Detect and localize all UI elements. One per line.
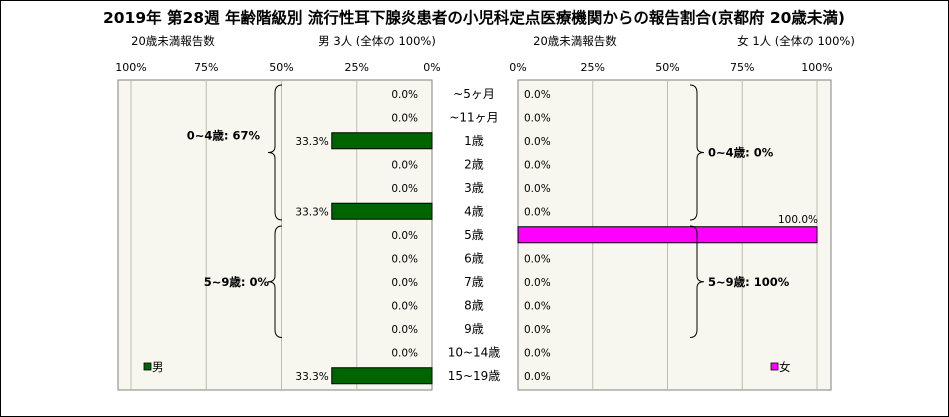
- right-header-count: 20歳未満報告数: [533, 34, 617, 48]
- age-category-label: ~5ヶ月: [453, 87, 495, 101]
- age-category-label: 15~19歳: [448, 369, 501, 383]
- left-x-tick-label: 0%: [423, 61, 440, 74]
- right-group-label: 0~4歳: 0%: [708, 146, 774, 160]
- female-value-label: 0.0%: [524, 300, 551, 312]
- left-group-label: 0~4歳: 67%: [187, 129, 261, 143]
- male-bar: [331, 202, 433, 220]
- male-value-label: 0.0%: [391, 112, 418, 124]
- male-bar: [331, 367, 433, 385]
- male-value-label: 0.0%: [391, 347, 418, 359]
- female-value-label: 0.0%: [524, 324, 551, 336]
- left-header-count: 20歳未満報告数: [131, 34, 215, 48]
- male-value-label: 33.3%: [295, 136, 328, 148]
- right-x-tick-label: 25%: [581, 61, 605, 74]
- female-value-label: 0.0%: [524, 112, 551, 124]
- right-x-tick-label: 75%: [730, 61, 754, 74]
- left-x-tick-label: 25%: [345, 61, 369, 74]
- left-x-tick-label: 50%: [269, 61, 293, 74]
- age-category-label: 3歳: [464, 181, 484, 195]
- age-category-label: 6歳: [464, 251, 484, 265]
- age-category-label: 10~14歳: [448, 345, 501, 359]
- age-category-label: 9歳: [464, 322, 484, 336]
- male-value-label: 0.0%: [391, 324, 418, 336]
- female-value-label: 0.0%: [524, 253, 551, 265]
- female-value-label: 0.0%: [524, 206, 551, 218]
- female-value-label: 0.0%: [524, 183, 551, 195]
- right-x-tick-label: 100%: [801, 61, 832, 74]
- left-group-label: 5~9歳: 0%: [204, 275, 270, 289]
- age-category-label: 2歳: [464, 157, 484, 171]
- male-value-label: 33.3%: [295, 206, 328, 218]
- male-value-label: 0.0%: [391, 300, 418, 312]
- right-brace-0-4: [689, 84, 705, 221]
- female-bar: [517, 226, 818, 244]
- left-brace-0-4: [267, 84, 283, 221]
- female-value-label: 0.0%: [524, 277, 551, 289]
- right-group-label: 5~9歳: 100%: [708, 275, 790, 289]
- male-value-label: 0.0%: [391, 230, 418, 242]
- female-value-label: 0.0%: [524, 347, 551, 359]
- male-value-label: 0.0%: [391, 183, 418, 195]
- female-value-label: 100.0%: [778, 214, 818, 226]
- right-x-tick-label: 50%: [655, 61, 679, 74]
- age-category-label: ~11ヶ月: [449, 110, 498, 124]
- left-x-tick-label: 75%: [194, 61, 218, 74]
- chart-title: 2019年 第28週 年齢階級別 流行性耳下腺炎患者の小児科定点医療機関からの報…: [103, 8, 845, 27]
- male-value-label: 0.0%: [391, 277, 418, 289]
- male-legend-label: 男: [152, 360, 164, 374]
- female-legend-label: 女: [779, 360, 791, 374]
- age-category-label: 5歳: [464, 228, 484, 242]
- female-value-label: 0.0%: [524, 136, 551, 148]
- male-value-label: 0.0%: [391, 253, 418, 265]
- age-category-label: 7歳: [464, 275, 484, 289]
- male-bar: [331, 132, 433, 150]
- left-header-total: 男 3人 (全体の 100%): [318, 34, 436, 48]
- female-value-label: 0.0%: [524, 89, 551, 101]
- male-value-label: 0.0%: [391, 159, 418, 171]
- age-category-label: 8歳: [464, 298, 484, 312]
- male-legend-swatch: [143, 362, 152, 371]
- age-category-label: 4歳: [464, 204, 484, 218]
- right-x-tick-label: 0%: [509, 61, 526, 74]
- age-category-label: 1歳: [464, 134, 484, 148]
- male-value-label: 0.0%: [391, 89, 418, 101]
- left-brace-5-9: [267, 225, 283, 338]
- right-brace-5-9: [689, 225, 705, 338]
- male-value-label: 33.3%: [295, 371, 328, 383]
- left-x-tick-label: 100%: [115, 61, 146, 74]
- right-header-total: 女 1人 (全体の 100%): [737, 34, 855, 48]
- female-legend-swatch: [770, 362, 779, 371]
- female-value-label: 0.0%: [524, 371, 551, 383]
- female-value-label: 0.0%: [524, 159, 551, 171]
